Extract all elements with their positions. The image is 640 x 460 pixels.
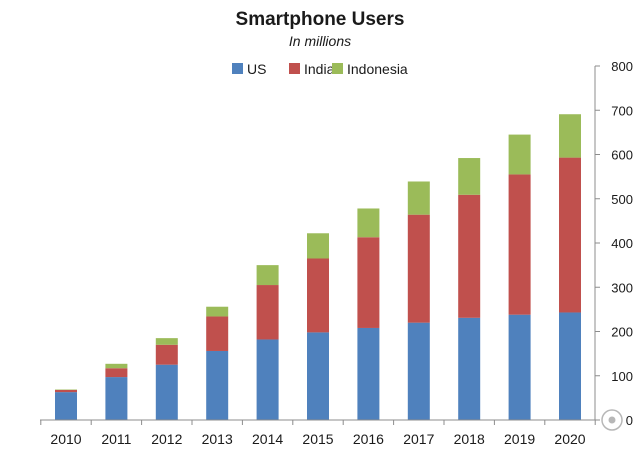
bar-us-2010 [55, 392, 77, 420]
bar-us-2018 [458, 317, 481, 420]
bar-india-2015 [307, 258, 329, 333]
x-axis: 2010 2011 2012 2013 2014 2015 2016 2017 2018 2019… [40, 419, 596, 447]
bar-indonesia-2015 [307, 233, 329, 259]
x-tick-label-2020: 2020 [554, 431, 585, 447]
bar-indonesia-2012 [155, 338, 178, 345]
x-tick-label-2010: 2010 [50, 431, 81, 447]
legend: US India Indonesia [232, 61, 408, 77]
bar-us-2011 [105, 377, 128, 420]
legend-label-indonesia: Indonesia [347, 61, 408, 77]
y-tick-label-200: 200 [611, 325, 633, 340]
legend-swatch-indonesia [332, 63, 343, 74]
bar-us-2015 [307, 332, 329, 420]
bar-indonesia-2018 [458, 158, 481, 195]
x-tick-label-2014: 2014 [252, 431, 283, 447]
y-tick-label-700: 700 [611, 103, 633, 118]
y-tick-label-100: 100 [611, 369, 633, 384]
bar-indonesia-2019 [508, 134, 531, 175]
bar-indonesia-2016 [357, 208, 380, 238]
y-tick-label-600: 600 [611, 148, 633, 163]
y-tick-label-800: 800 [611, 59, 633, 74]
legend-swatch-us [232, 63, 243, 74]
bar-us-2017 [407, 322, 430, 420]
bar-india-2017 [407, 214, 430, 323]
x-tick-label-2019: 2019 [504, 431, 535, 447]
bar-indonesia-2020 [559, 114, 581, 158]
bar-india-2019 [508, 174, 531, 315]
bar-india-2012 [155, 344, 178, 365]
y-axis: 0 100 200 300 400 500 600 700 800 [594, 59, 633, 428]
watermark-logo-icon [601, 409, 623, 431]
y-tick-label-0: 0 [626, 413, 633, 428]
bars-group [55, 114, 581, 420]
x-tick-label-2017: 2017 [403, 431, 434, 447]
bar-us-2016 [357, 327, 380, 420]
bar-indonesia-2013 [206, 306, 229, 317]
bar-india-2013 [206, 316, 229, 351]
watermark-logo-dot-icon [608, 416, 616, 424]
watermark [601, 409, 623, 431]
bar-india-2018 [458, 194, 481, 318]
x-tick-label-2018: 2018 [454, 431, 485, 447]
bar-indonesia-2017 [407, 181, 430, 215]
x-tick-label-2015: 2015 [302, 431, 333, 447]
bar-india-2011 [105, 368, 128, 378]
legend-label-india: India [304, 61, 335, 77]
y-tick-label-500: 500 [611, 192, 633, 207]
bar-india-2020 [559, 157, 581, 313]
x-tick-label-2011: 2011 [101, 431, 131, 447]
bar-indonesia-2014 [256, 265, 279, 286]
chart-title: Smartphone Users [236, 9, 405, 30]
chart-subtitle: In millions [289, 33, 351, 49]
bar-us-2013 [206, 350, 229, 420]
x-tick-label-2013: 2013 [202, 431, 233, 447]
legend-label-us: US [247, 61, 266, 77]
x-tick-label-2016: 2016 [353, 431, 384, 447]
bar-india-2010 [55, 389, 77, 393]
x-tick-label-2012: 2012 [151, 431, 182, 447]
y-tick-label-300: 300 [611, 280, 633, 295]
y-tick-label-400: 400 [611, 236, 633, 251]
bar-us-2012 [155, 364, 178, 420]
bar-india-2016 [357, 237, 380, 328]
bar-us-2019 [508, 314, 531, 420]
bar-indonesia-2011 [105, 363, 128, 369]
bar-us-2020 [559, 312, 581, 420]
bar-india-2014 [256, 285, 279, 340]
legend-swatch-india [289, 63, 300, 74]
bar-us-2014 [256, 339, 279, 420]
